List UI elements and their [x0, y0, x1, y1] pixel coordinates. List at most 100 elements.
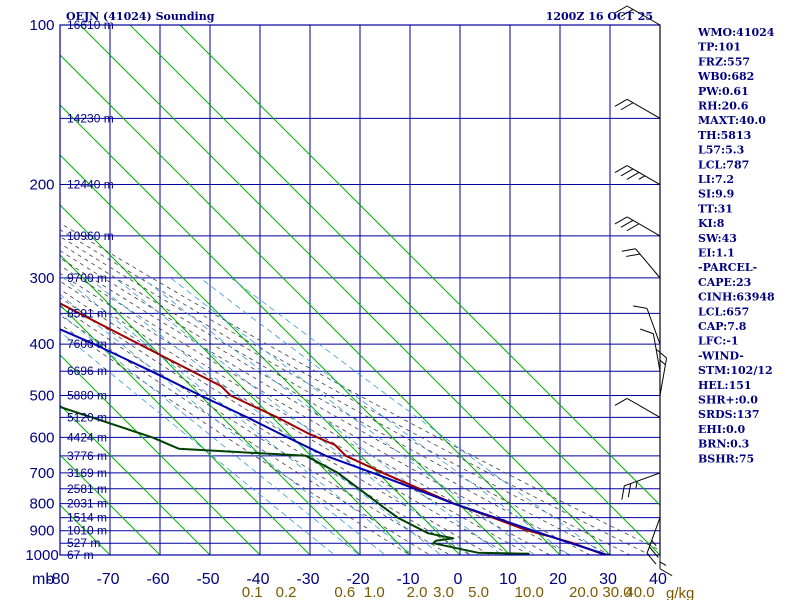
isotherm-line [79, 25, 611, 555]
height-label: 12440 m [67, 178, 114, 192]
wind-barb-flag [614, 5, 628, 14]
wind-barb [659, 530, 673, 577]
mixing-unit-label: g/kg [666, 585, 694, 600]
wind-barb-flag [648, 546, 659, 558]
mixing-ratio-label: 10.0 [515, 584, 544, 600]
mixing-ratio-line [199, 277, 570, 555]
mixing-ratio-label: 40.0 [625, 584, 654, 600]
pressure-tick-label: 300 [29, 270, 54, 287]
height-label: 1514 m [67, 511, 107, 525]
wind-barb-flag [621, 248, 636, 252]
wind-barb-flag [627, 483, 632, 498]
moist-adiabat-line [60, 257, 571, 555]
mixing-ratio-label: 30.0 [602, 584, 631, 600]
index-line: CAP:7.8 [698, 320, 747, 333]
pressure-tick-label: 400 [29, 336, 54, 353]
isotherm-line [60, 54, 561, 555]
wind-barb-staff [652, 333, 661, 372]
isotherm-line [129, 25, 660, 555]
parcel-profile-line [60, 328, 617, 555]
temperature-tick-label: 20 [549, 571, 567, 588]
mixing-ratio-label: 3.0 [433, 584, 454, 600]
moist-adiabat-line [60, 222, 660, 551]
height-label: 1010 m [67, 524, 107, 538]
mixing-ratio-label: 0.1 [242, 584, 263, 600]
mixing-ratio-label: 5.0 [468, 584, 489, 600]
index-line: BSHR:75 [698, 452, 754, 465]
wind-barb-flag [646, 552, 657, 565]
index-line: WB0:682 [697, 70, 754, 83]
wind-barb-half-flag [635, 481, 638, 489]
height-label: 6696 m [67, 364, 107, 378]
index-line: LFC:-1 [698, 335, 739, 348]
chart-title: OEJN (41024) Sounding [66, 10, 215, 23]
height-label: 2581 m [67, 482, 107, 496]
wind-barb [646, 517, 661, 565]
mixing-ratio-line [170, 277, 536, 555]
temperature-tick-label: -10 [396, 571, 419, 588]
wind-barb-flag [620, 168, 634, 177]
wind-barbs [614, 5, 673, 577]
mixing-ratio-label: 2.0 [407, 584, 428, 600]
wind-barb-staff [646, 308, 661, 345]
index-line: TP:101 [698, 41, 741, 54]
temperature-tick-label: 40 [649, 571, 667, 588]
wind-barb [614, 98, 661, 119]
index-line: KI:8 [698, 217, 725, 230]
moist-adiabat-line [60, 265, 551, 555]
temperature-tick-label: -60 [146, 571, 169, 588]
mixing-ratio-line [60, 331, 336, 555]
pressure-tick-label: 600 [29, 429, 54, 446]
index-line: TH:5813 [698, 129, 751, 142]
height-label: 9700 m [67, 271, 107, 285]
wind-barb-flag [614, 216, 628, 225]
index-line: LCL:787 [698, 158, 749, 171]
wind-barb [655, 348, 668, 396]
index-line: RH:20.6 [698, 100, 749, 113]
wind-barb-half-flag [659, 561, 667, 566]
isotherm-line [60, 204, 411, 555]
mixing-ratio-line [141, 277, 503, 555]
wind-barb [614, 165, 661, 185]
index-line: WMO:41024 [697, 26, 775, 39]
mixing-ratio-line [63, 277, 414, 555]
wind-barb-flag [626, 253, 641, 257]
temperature-tick-label: 30 [599, 571, 617, 588]
wind-barb-flag [633, 305, 648, 309]
index-line: LCL:657 [698, 305, 749, 318]
index-line: PW:0.61 [698, 85, 749, 98]
isotherm-line [60, 254, 361, 555]
mixing-ratio-label: 0.2 [276, 584, 297, 600]
height-label: 4424 m [67, 430, 107, 444]
isotherm-line [60, 454, 161, 555]
isotherm-line [60, 354, 261, 555]
wind-barb-flag [620, 219, 634, 228]
mixing-ratio-label: 1.0 [364, 584, 385, 600]
height-label: 3776 m [67, 449, 107, 463]
moist-adiabat-line [60, 229, 651, 555]
isotherm-line [179, 25, 660, 506]
wind-barb-flag [614, 165, 628, 173]
temperature-tick-label: -80 [46, 571, 69, 588]
temperature-tick-label: -30 [296, 571, 319, 588]
index-line: -WIND- [698, 349, 744, 362]
moist-adiabat-line [60, 314, 431, 555]
height-label: 5880 m [67, 388, 107, 402]
index-line: L57:5.3 [698, 144, 744, 157]
mixing-ratio-label: 0.6 [334, 584, 355, 600]
pressure-tick-label: 700 [29, 465, 54, 482]
moist-adiabat-line [60, 272, 531, 555]
index-line: SRDS:137 [698, 408, 760, 421]
temperature-tick-label: 0 [454, 571, 463, 588]
wind-barb [614, 5, 661, 26]
pressure-tick-label: 800 [29, 496, 54, 513]
wind-barb-half-flag [638, 175, 646, 180]
temperature-tick-label: -50 [196, 571, 219, 588]
wind-barb-half-flag [651, 540, 657, 547]
wind-barb-flag [640, 328, 654, 335]
wind-barb [640, 328, 661, 372]
height-label: 527 m [67, 536, 100, 550]
index-line: HEL:151 [698, 379, 752, 392]
moist-adiabat-line [60, 236, 631, 555]
